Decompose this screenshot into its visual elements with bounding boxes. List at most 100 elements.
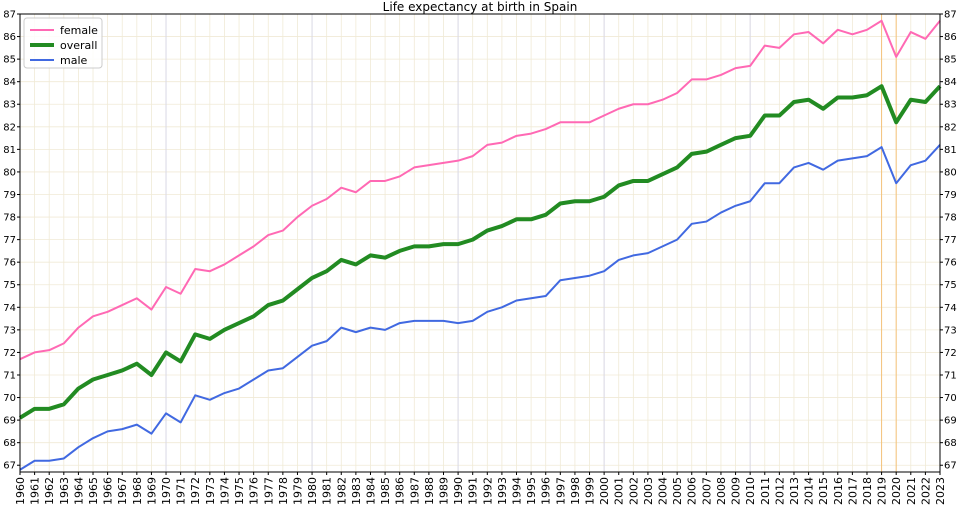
x-tick-label: 1978	[277, 477, 290, 505]
chart-title: Life expectancy at birth in Spain	[383, 0, 578, 14]
y-tick-label: 74	[3, 303, 16, 314]
x-tick-label: 1963	[58, 477, 71, 505]
x-tick-label: 2013	[788, 477, 801, 505]
x-tick-label: 2011	[759, 477, 772, 505]
y-tick-label: 70	[944, 393, 957, 404]
x-tick-label: 1993	[496, 477, 509, 505]
y-tick-label: 76	[944, 258, 957, 269]
y-tick-label: 69	[944, 416, 957, 427]
x-tick-label: 2020	[890, 477, 903, 505]
y-tick-label: 72	[944, 348, 957, 359]
x-tick-label: 2006	[686, 477, 699, 505]
x-tick-label: 2010	[744, 477, 757, 505]
x-tick-label: 1996	[540, 477, 553, 505]
legend-label-overall: overall	[60, 39, 97, 52]
x-tick-label: 2007	[700, 477, 713, 505]
x-tick-label: 1987	[408, 477, 421, 505]
x-tick-label: 1997	[554, 477, 567, 505]
y-tick-label: 68	[944, 438, 957, 449]
x-tick-label: 1966	[102, 477, 115, 505]
x-tick-label: 1994	[511, 477, 524, 505]
x-tick-label: 1973	[204, 477, 217, 505]
y-tick-label: 82	[3, 122, 16, 133]
x-tick-label: 2016	[832, 477, 845, 505]
x-tick-label: 2009	[730, 477, 743, 505]
x-tick-label: 2002	[627, 477, 640, 505]
x-tick-label: 2005	[671, 477, 684, 505]
y-tick-label: 80	[3, 167, 16, 178]
x-tick-label: 1982	[335, 477, 348, 505]
x-tick-label: 2003	[642, 477, 655, 505]
y-tick-label: 83	[3, 100, 16, 111]
x-tick-label: 1985	[379, 477, 392, 505]
x-tick-label: 1961	[29, 477, 42, 505]
y-tick-label: 86	[3, 32, 16, 43]
plot-frame	[19, 13, 941, 473]
x-tick-label: 1965	[87, 477, 100, 505]
x-tick-label: 1976	[248, 477, 261, 505]
y-tick-label: 68	[3, 438, 16, 449]
y-tick-label: 84	[3, 77, 16, 88]
x-tick-label: 2019	[876, 477, 889, 505]
x-tick-label: 1989	[437, 477, 450, 505]
x-tick-label: 1964	[72, 477, 85, 505]
grid-lines	[19, 13, 941, 472]
y-tick-label: 85	[944, 55, 957, 66]
y-axis-right: 67 68 69 70 71 72 73 74 75 76 77 78 79 80 81 82 83 84 85 86…	[940, 10, 957, 472]
series-line-overall	[18, 84, 942, 420]
x-tick-label: 1972	[189, 477, 202, 505]
x-tick-label: 1983	[350, 477, 363, 505]
y-tick-label: 69	[3, 416, 16, 427]
y-tick-label: 78	[944, 213, 957, 224]
x-tick-label: 2008	[715, 477, 728, 505]
x-tick-label: 1990	[452, 477, 465, 505]
x-tick-label: 2001	[613, 477, 626, 505]
y-tick-label: 72	[3, 348, 16, 359]
y-tick-label: 73	[944, 325, 957, 336]
x-tick-label: 2014	[803, 477, 816, 505]
y-tick-label: 70	[3, 393, 16, 404]
x-tick-label: 1991	[467, 477, 480, 505]
x-tick-label: 2000	[598, 477, 611, 505]
series-lines	[18, 19, 942, 471]
y-tick-label: 67	[944, 461, 957, 472]
x-tick-label: 2018	[861, 477, 874, 505]
y-tick-label: 82	[944, 122, 957, 133]
x-tick-label: 1960	[14, 477, 27, 505]
y-tick-label: 84	[944, 77, 957, 88]
x-tick-label: 2012	[773, 477, 786, 505]
x-tick-label: 1970	[160, 477, 173, 505]
legend: female overall male	[23, 17, 103, 69]
x-tick-label: 1984	[364, 477, 377, 505]
y-tick-label: 74	[944, 303, 957, 314]
y-tick-label: 86	[944, 32, 957, 43]
y-tick-label: 81	[3, 145, 16, 156]
y-tick-label: 77	[944, 235, 957, 246]
x-tick-label: 1995	[525, 477, 538, 505]
x-tick-label: 1979	[291, 477, 304, 505]
legend-label-female: female	[60, 24, 98, 37]
x-tick-label: 1980	[306, 477, 319, 505]
y-tick-label: 87	[944, 10, 957, 21]
x-tick-label: 2022	[919, 477, 932, 505]
x-tick-label: 2023	[934, 477, 947, 505]
x-tick-label: 1974	[218, 477, 231, 505]
x-tick-label: 1986	[394, 477, 407, 505]
x-axis: 1960 1961 1962 1963 1964 1965 1966 1967 1968 1969…	[14, 472, 947, 505]
y-tick-label: 71	[944, 370, 957, 381]
y-tick-label: 80	[944, 167, 957, 178]
y-tick-label: 75	[944, 280, 957, 291]
y-tick-label: 78	[3, 213, 16, 224]
y-tick-label: 79	[944, 190, 957, 201]
series-line-female	[19, 19, 941, 361]
legend-label-male: male	[60, 54, 88, 67]
x-tick-label: 1988	[423, 477, 436, 505]
y-tick-label: 73	[3, 325, 16, 336]
y-tick-label: 76	[3, 258, 16, 269]
x-tick-label: 2004	[657, 477, 670, 505]
y-tick-label: 83	[944, 100, 957, 111]
series-line-male	[19, 144, 941, 471]
x-tick-label: 2015	[817, 477, 830, 505]
y-tick-label: 81	[944, 145, 957, 156]
